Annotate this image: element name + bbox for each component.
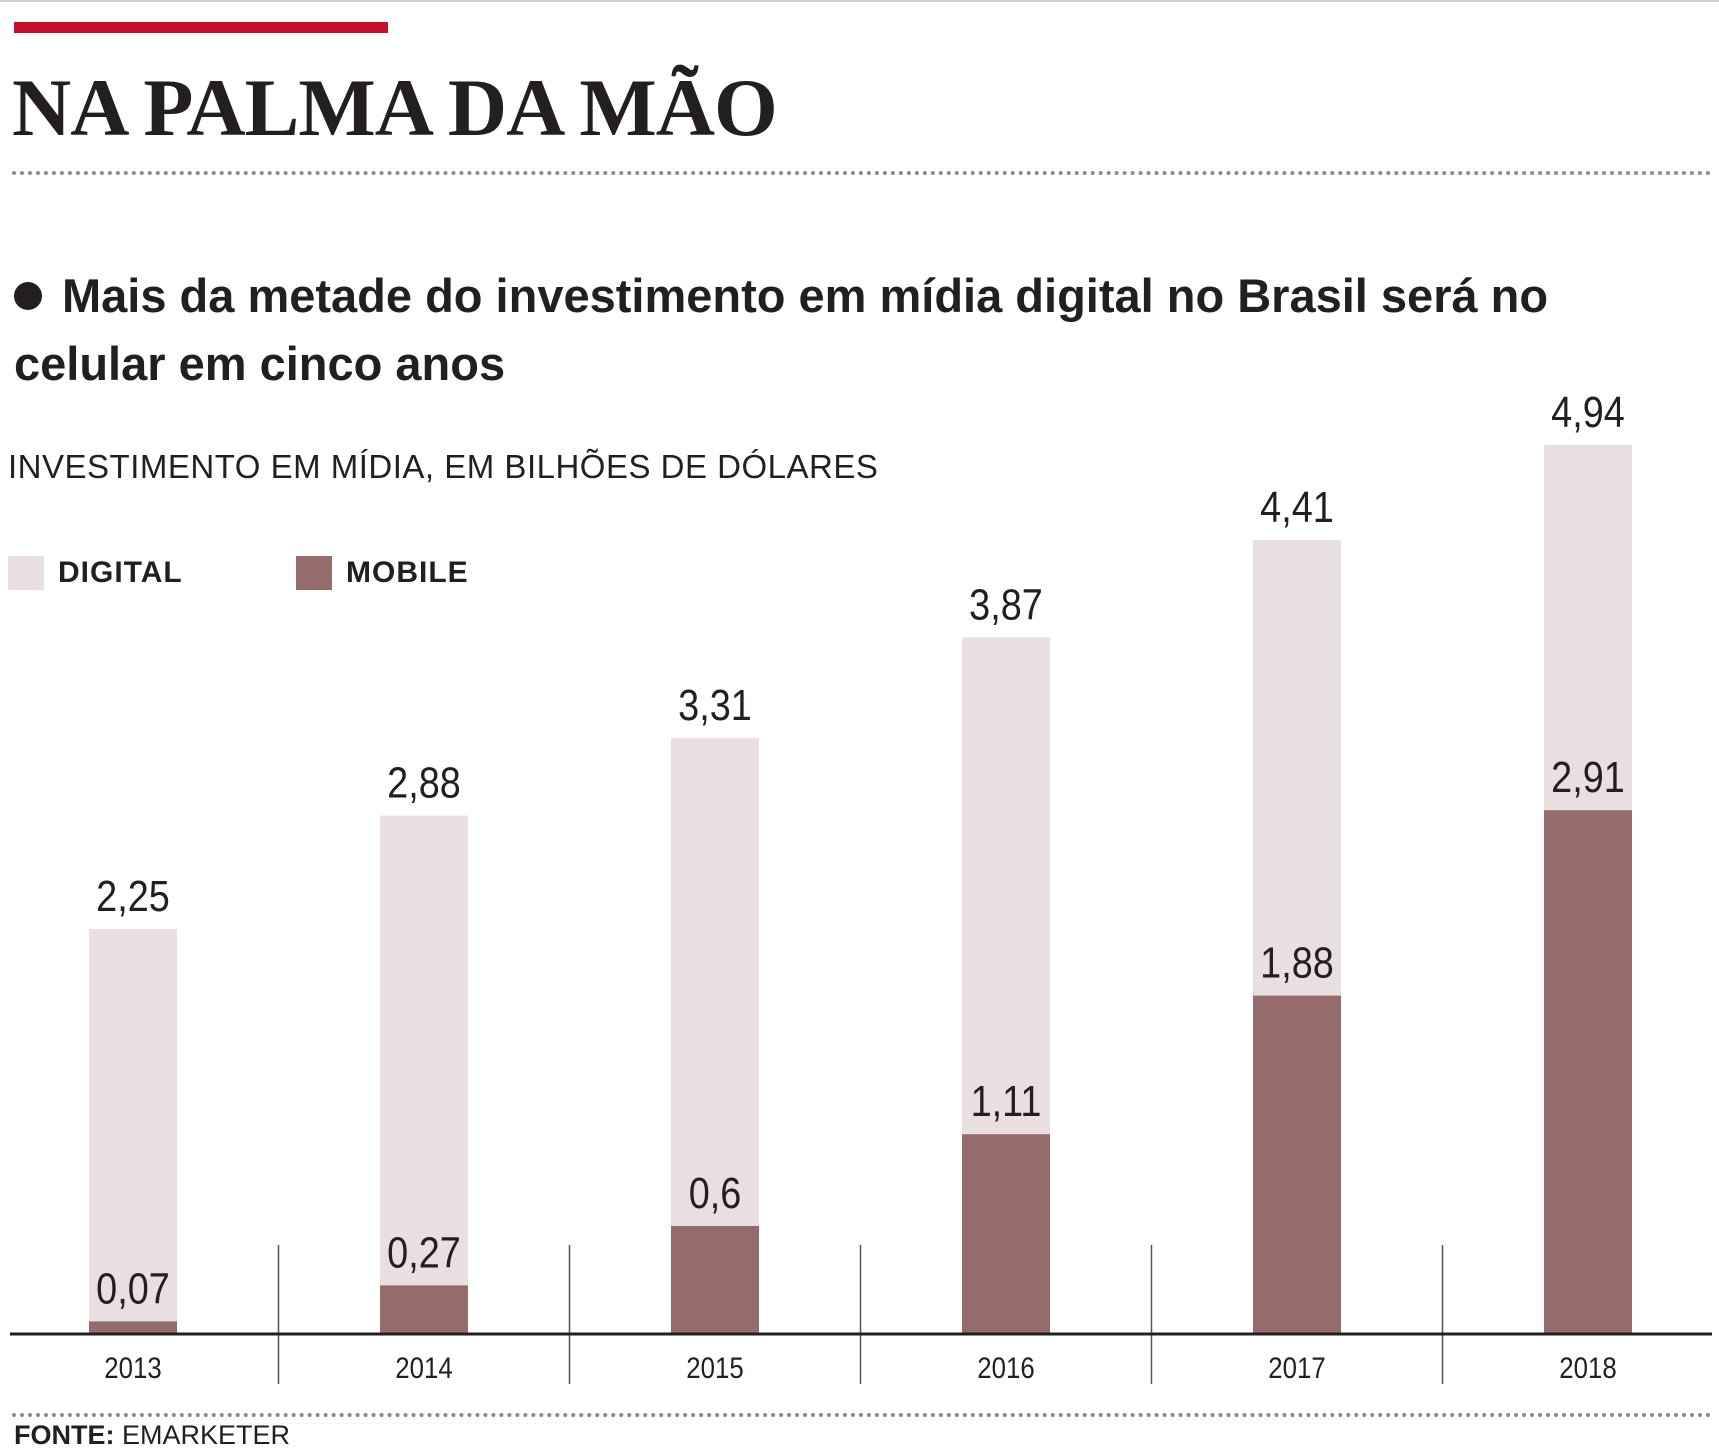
label-digital-2015: 3,31: [678, 681, 752, 730]
bar-mobile-2013: [89, 1321, 177, 1334]
x-tick-2016: 2016: [977, 1351, 1034, 1384]
x-tick-2013: 2013: [104, 1351, 161, 1384]
page-title: NA PALMA DA MÃO: [12, 62, 778, 153]
label-mobile-2013: 0,07: [96, 1264, 170, 1313]
legend-mobile-swatch: [296, 556, 332, 590]
label-mobile-2016: 1,11: [971, 1077, 1042, 1126]
legend-digital-label: DIGITAL: [58, 556, 183, 589]
x-tick-2017: 2017: [1268, 1351, 1325, 1384]
legend-digital: DIGITAL: [8, 556, 183, 590]
legend-mobile-label: MOBILE: [346, 556, 469, 589]
label-digital-2017: 4,41: [1260, 483, 1334, 532]
x-tick-2015: 2015: [686, 1351, 743, 1384]
bullet-icon: [14, 282, 42, 310]
label-mobile-2017: 1,88: [1260, 938, 1334, 987]
label-mobile-2018: 2,91: [1551, 753, 1625, 802]
legend-digital-swatch: [8, 556, 44, 590]
bar-mobile-2017: [1253, 995, 1341, 1334]
label-digital-2016: 3,87: [969, 580, 1043, 629]
dotted-divider-top: [12, 171, 1712, 175]
label-mobile-2015: 0,6: [689, 1168, 742, 1217]
label-digital-2014: 2,88: [387, 758, 461, 807]
x-tick-2018: 2018: [1559, 1351, 1616, 1384]
source-label: FONTE:: [14, 1420, 115, 1450]
source-note: FONTE: EMARKETER: [14, 1420, 290, 1451]
top-rule: [0, 0, 1719, 2]
accent-bar: [14, 22, 388, 33]
label-digital-2018: 4,94: [1551, 387, 1625, 436]
label-mobile-2014: 0,27: [387, 1228, 461, 1277]
legend-mobile: MOBILE: [296, 556, 469, 590]
y-axis-label: INVESTIMENTO EM MÍDIA, EM BILHÕES DE DÓL…: [8, 448, 879, 485]
dotted-divider-bottom: [12, 1413, 1712, 1417]
bar-mobile-2015: [671, 1226, 759, 1334]
bar-digital-2014: [380, 815, 468, 1334]
bar-digital-2013: [89, 929, 177, 1334]
label-digital-2013: 2,25: [96, 871, 170, 920]
bar-mobile-2014: [380, 1285, 468, 1334]
bar-mobile-2018: [1544, 810, 1632, 1334]
source-name: EMARKETER: [122, 1420, 291, 1450]
x-tick-2014: 2014: [395, 1351, 452, 1384]
subtitle: Mais da metade do investimento em mídia …: [14, 269, 1549, 390]
bar-mobile-2016: [962, 1134, 1050, 1334]
